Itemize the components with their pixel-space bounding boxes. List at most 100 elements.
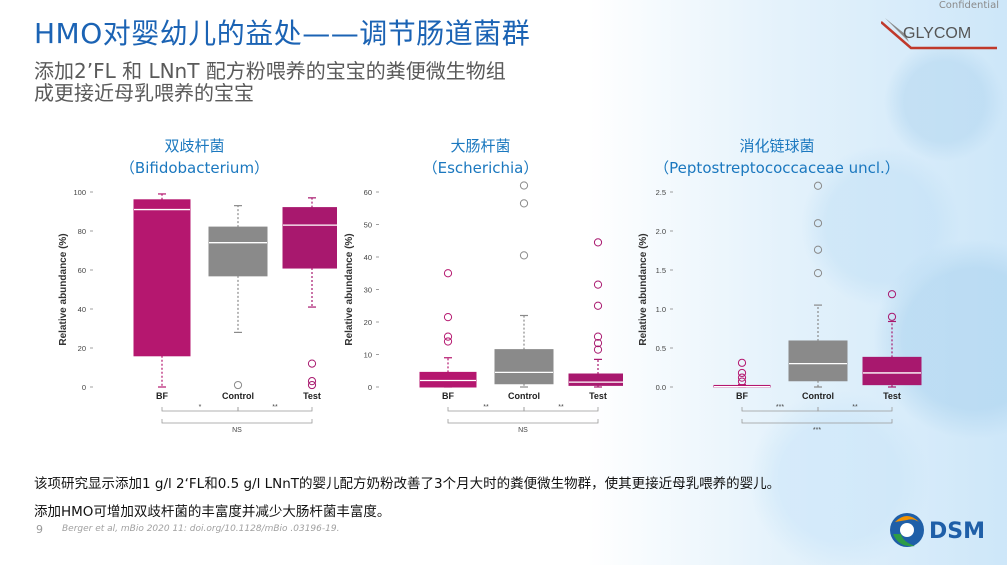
- x-tick-label: Control: [802, 391, 834, 401]
- outlier-point: [443, 313, 453, 322]
- outlier-point: [233, 380, 243, 390]
- bracket-line: [523, 407, 599, 412]
- box-body: [419, 371, 477, 388]
- outlier-point: [519, 251, 529, 260]
- footer-text-line-1: 该项研究显示添加1 g/l 2‘FL和0.5 g/l LNnT的婴儿配方奶粉改善…: [34, 476, 781, 492]
- outlier-point: [593, 280, 603, 289]
- outlier-point: [307, 377, 317, 386]
- box-body: [494, 349, 554, 385]
- y-tick-label: 40: [364, 253, 372, 262]
- chart-peptostreptococcaceae: 消化链球菌 （Peptostreptococcaceae uncl.） Rela…: [632, 135, 922, 445]
- outlier-point: [737, 358, 747, 367]
- y-tick-label: 100: [73, 188, 86, 197]
- box-body: [282, 207, 337, 269]
- y-axis-label: Relative abundance (%): [344, 233, 355, 345]
- chart-title-cn: 大肠杆菌: [450, 137, 511, 155]
- bracket-line: [161, 419, 313, 424]
- y-tick-label: 20: [364, 318, 372, 327]
- significance-label: NS: [232, 427, 242, 434]
- outlier-point: [519, 181, 529, 190]
- significance-label: ***: [813, 427, 821, 434]
- significance-bracket: **: [523, 404, 599, 412]
- outlier-point: [593, 301, 603, 310]
- glycom-logo-mark: [885, 18, 909, 42]
- significance-label: *: [199, 404, 202, 411]
- y-tick-label: 30: [364, 286, 372, 295]
- x-tick-label: Test: [303, 391, 321, 401]
- chart-plot-bifidobacterium: Relative abundance (%) 0 20 40 60 80 100 BF Cont…: [58, 188, 337, 434]
- subtitle-line-2: 成更接近母乳喂养的宝宝: [34, 81, 254, 105]
- x-tick-label: Control: [508, 391, 540, 401]
- outlier-point: [737, 373, 747, 382]
- box-test: [862, 290, 922, 388]
- y-axis-label: Relative abundance (%): [58, 233, 69, 345]
- significance-bracket: *: [161, 404, 239, 412]
- chart-escherichia: 大肠杆菌 （Escherichia） Relative abundance (%…: [338, 135, 623, 445]
- y-tick-label: 10: [364, 351, 372, 360]
- significance-bracket: NS: [447, 419, 599, 434]
- x-tick-label: Test: [589, 391, 607, 401]
- background-bokeh: [587, 0, 1007, 565]
- glycom-logo: GLYCOM: [881, 18, 997, 50]
- bracket-line: [237, 407, 313, 412]
- outlier-point: [593, 339, 603, 348]
- box-bf: [133, 193, 191, 388]
- box-body: [133, 199, 191, 357]
- box-body: [208, 226, 268, 277]
- y-tick-label: 50: [364, 221, 372, 230]
- y-tick-label: 1.5: [656, 266, 666, 275]
- outlier-point: [813, 245, 823, 254]
- outlier-point: [737, 368, 747, 378]
- outlier-point: [887, 312, 897, 321]
- chart-bifidobacterium: 双歧杆菌 （Bifidobacterium） Relative abundanc…: [52, 135, 337, 445]
- significance-label: **: [272, 404, 278, 411]
- y-tick-label: 0: [82, 383, 86, 392]
- x-tick-label: Test: [883, 391, 901, 401]
- outlier-point: [443, 332, 453, 341]
- outlier-point: [519, 199, 529, 208]
- y-tick-label: 0: [368, 383, 372, 392]
- chart-title-latin: （Escherichia）: [422, 159, 539, 177]
- box-body: [788, 340, 848, 382]
- significance-bracket: **: [817, 404, 893, 412]
- x-tick-label: BF: [736, 391, 748, 401]
- x-tick-label: BF: [442, 391, 454, 401]
- box-test: [568, 238, 623, 388]
- box-bf: [713, 358, 771, 388]
- bracket-line: [741, 419, 893, 424]
- box-control: [208, 205, 268, 390]
- outlier-point: [443, 337, 453, 346]
- chart-title-latin: （Peptostreptococcaceae uncl.）: [654, 159, 900, 177]
- box-body: [568, 373, 623, 386]
- significance-bracket: ***: [741, 419, 893, 434]
- box-test: [282, 197, 337, 390]
- outlier-point: [593, 345, 603, 354]
- significance-label: **: [483, 404, 489, 411]
- outlier-point: [593, 332, 603, 341]
- outlier-point: [443, 269, 453, 278]
- dsm-logo-text: DSM: [929, 519, 985, 544]
- y-tick-label: 80: [78, 227, 86, 236]
- outlier-point: [737, 377, 747, 386]
- significance-label: **: [852, 404, 858, 411]
- significance-label: ***: [776, 404, 784, 411]
- dsm-logo-icon: [890, 513, 924, 547]
- y-tick-label: 40: [78, 305, 86, 314]
- chart-title-cn: 消化链球菌: [739, 137, 815, 155]
- bracket-line: [447, 419, 599, 424]
- outlier-point: [813, 269, 823, 278]
- y-tick-label: 2.5: [656, 188, 666, 197]
- significance-label: NS: [518, 427, 528, 434]
- chart-plot-peptostreptococcaceae: Relative abundance (%) 0.0 0.5 1.0 1.5 2.0 2.5…: [638, 181, 922, 434]
- box-control: [788, 181, 848, 388]
- outlier-point: [813, 181, 823, 190]
- y-tick-label: 60: [364, 188, 372, 197]
- box-bf: [419, 269, 477, 388]
- y-axis-label: Relative abundance (%): [638, 233, 649, 345]
- y-tick-label: 20: [78, 344, 86, 353]
- chart-title-cn: 双歧杆菌: [164, 137, 225, 155]
- significance-bracket: NS: [161, 419, 313, 434]
- bracket-line: [817, 407, 893, 412]
- dsm-logo: DSM: [890, 513, 985, 547]
- page-subtitle: 添加2’FL 和 LNnT 配方粉喂养的宝宝的粪便微生物组 成更接近母乳喂养的宝…: [34, 60, 654, 104]
